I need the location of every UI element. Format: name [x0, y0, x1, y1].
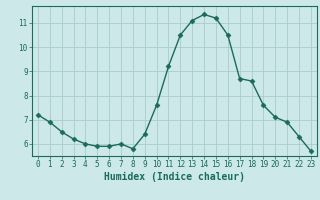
X-axis label: Humidex (Indice chaleur): Humidex (Indice chaleur) [104, 172, 245, 182]
